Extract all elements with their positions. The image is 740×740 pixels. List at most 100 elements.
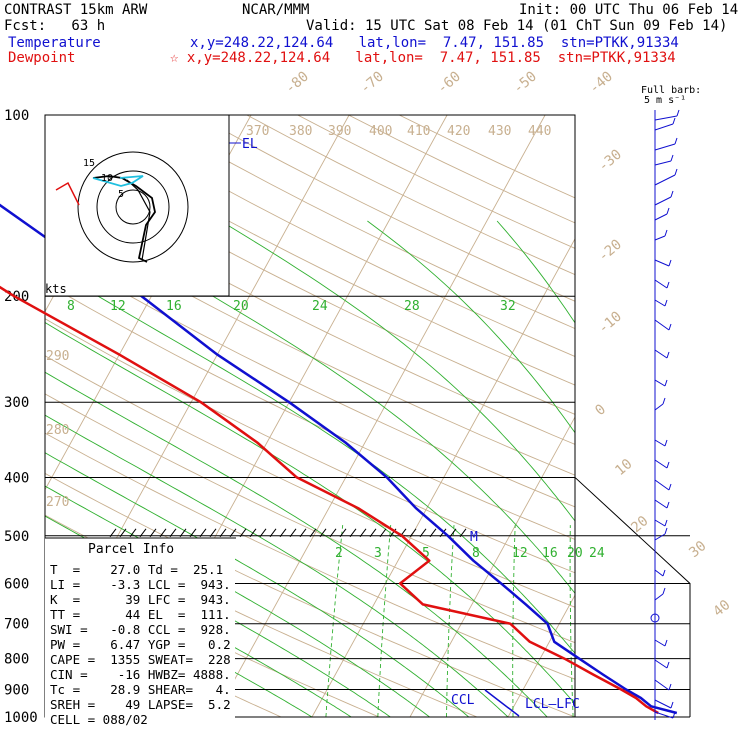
adiabat-label: 290 (46, 349, 69, 364)
m-marker: M (470, 530, 478, 545)
mixing-ratio-label: 20 (233, 299, 249, 314)
dry-adiabat (45, 393, 575, 644)
moist-adiabat (86, 220, 575, 594)
parcel-info-row: PW = 6.47 YGP = 0.2 (50, 637, 231, 652)
dry-adiabat (195, 115, 575, 302)
barb-legend-1: Full barb: (641, 85, 702, 96)
mixing-ratio-label: 12 (110, 299, 126, 314)
hatch-mark (309, 528, 317, 538)
dry-adiabat (94, 115, 575, 357)
center-label: NCAR/MMM (242, 2, 310, 18)
isotherm-label: 30 (686, 538, 709, 561)
hodograph-ring-label: 15 (83, 158, 95, 169)
parcel-path (484, 689, 520, 717)
isotherm-label: -20 (595, 237, 625, 266)
wind-barbs (650, 109, 680, 720)
hatch-mark (419, 528, 427, 538)
isotherm (409, 416, 575, 717)
isotherm-label: 20 (628, 513, 651, 536)
adiabat-label: 440 (528, 124, 551, 139)
forecast-hour: Fcst: 63 h (4, 18, 106, 34)
isotherm (311, 237, 575, 717)
adiabat-label: 410 (407, 124, 430, 139)
adiabat-label: 430 (488, 124, 511, 139)
pressure-tick-label: 100 (4, 108, 29, 124)
moist-adiabat (45, 371, 548, 717)
moist-adiabat (45, 452, 470, 717)
hatch-mark (119, 528, 127, 538)
hatch-mark (429, 528, 437, 538)
hodograph-units-label: kts (45, 282, 67, 296)
temperature-profile (0, 203, 678, 715)
el-marker: EL (242, 137, 258, 152)
moist-adiabat (45, 322, 575, 705)
hatch-mark (239, 528, 247, 538)
mixing-ratio-line (569, 525, 574, 717)
hatch-mark (349, 528, 357, 538)
pressure-tick-label: 800 (4, 652, 29, 668)
isotherm (606, 115, 740, 717)
isotherm-label: -50 (510, 69, 540, 98)
isotherm (507, 594, 575, 717)
hodograph (44, 114, 230, 297)
hatch-mark (409, 528, 417, 538)
mixing-ratio-label: 8 (472, 546, 480, 561)
dry-adiabat (348, 115, 575, 224)
moist-adiabat (367, 220, 575, 434)
dry-adiabat (45, 282, 575, 540)
isotherm-label: -80 (282, 69, 312, 98)
dry-adiabat (45, 318, 575, 574)
pressure-tick-label: 400 (4, 470, 29, 486)
mixing-ratio-label: 16 (542, 546, 558, 561)
mixing-ratio-label: 24 (312, 299, 328, 314)
hatch-mark (249, 528, 257, 538)
hatch-mark (189, 528, 197, 538)
pressure-tick-label: 700 (4, 617, 29, 633)
mixing-ratio-line (512, 525, 516, 717)
isotherm (213, 115, 546, 717)
dry-adiabat (45, 247, 575, 508)
pressure-tick-label: 1000 (4, 710, 38, 726)
hatch-mark (129, 528, 137, 538)
hatch-mark (159, 528, 167, 538)
isotherm-label: 0 (592, 401, 609, 419)
parcel-info-row: T = 27.0 Td = 25.1 (50, 562, 223, 577)
dry-adiabat (45, 432, 575, 680)
moist-adiabat (45, 263, 575, 654)
adiabat-label: 400 (369, 124, 392, 139)
dry-adiabat (45, 146, 575, 415)
parcel-info-row: SWI = -0.8 CCL = 928. (50, 622, 231, 637)
mixing-ratio-label: 16 (166, 299, 182, 314)
pressure-tick-label: 900 (4, 682, 29, 698)
hatch-mark (279, 528, 287, 538)
plot-frame (44, 114, 576, 718)
isotherm-label: -60 (434, 69, 464, 98)
moist-adiabat (220, 220, 575, 522)
mixing-ratio-label: 3 (374, 546, 382, 561)
valid-time: Valid: 15 UTC Sat 08 Feb 14 (01 ChT Sun … (306, 18, 728, 34)
hodograph-ring-label: 5 (118, 189, 124, 200)
hatch-mark (149, 528, 157, 538)
model-title: CONTRAST 15km ARW (4, 2, 148, 18)
pressure-tick-label: 300 (4, 395, 29, 411)
hatch-mark (179, 528, 187, 538)
adiabat-label: 420 (447, 124, 470, 139)
mixing-ratio-line (377, 525, 392, 717)
parcel-info-title: Parcel Info (88, 542, 174, 557)
hatch-mark (169, 528, 177, 538)
temperature-legend: Temperature (8, 35, 101, 51)
mixing-ratio-label: 28 (404, 299, 420, 314)
lower-frame (574, 477, 691, 717)
parcel-info-row: SREH = 49 LAPSE= 5.2 (50, 697, 231, 712)
hatch-mark (289, 528, 297, 538)
mixing-ratio-line (670, 525, 682, 717)
parcel-info-row: CAPE = 1355 SWEAT= 228 (50, 652, 231, 667)
dry-adiabat (45, 115, 575, 386)
isotherm-label: -70 (357, 69, 387, 98)
hatch-mark (319, 528, 327, 538)
pressure-tick-label: 500 (4, 529, 29, 545)
hatch-mark (379, 528, 387, 538)
mixing-ratio-line (325, 525, 344, 717)
dry-adiabat (45, 355, 575, 608)
